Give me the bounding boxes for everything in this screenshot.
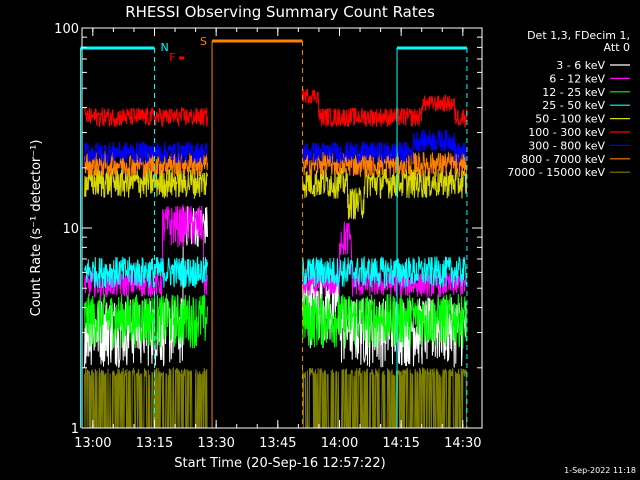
legend-label-7000-15000-kev: 7000 - 15000 keV [507, 166, 605, 179]
night-marker-label: N [160, 41, 168, 54]
plot-area: N S F [79, 35, 468, 429]
series-line-100-300-kev-part2 [302, 88, 467, 128]
series-line-7000-15000-kev-part2 [302, 366, 467, 429]
x-tick-label-1430: 14:30 [444, 436, 481, 451]
legend-label-50-100-kev: 50 - 100 keV [535, 113, 605, 126]
series-line-50-100-kev-part2 [302, 167, 467, 221]
legend-label-300-800-kev: 300 - 800 keV [528, 139, 605, 152]
plot-frame [81, 27, 483, 429]
series-line-7000-15000-kev [84, 366, 208, 429]
y-axis: 1 10 100 [54, 22, 482, 437]
series-line-300-800-kev-part2 [302, 128, 467, 164]
y-tick-label-10: 10 [62, 222, 79, 237]
series-line-25-50-kev-part2 [302, 255, 467, 289]
legend-label-100-300-kev: 100 - 300 keV [528, 126, 605, 139]
x-tick-label-1300: 13:00 [74, 436, 111, 451]
legend-header-line2: Att 0 [604, 41, 630, 54]
timestamp: 1-Sep-2022 11:18 [564, 466, 636, 475]
y-tick-label-100: 100 [54, 22, 79, 37]
x-tick-label-1400: 14:00 [321, 436, 358, 451]
legend-label-800-7000-kev: 800 - 7000 keV [521, 153, 605, 166]
x-tick-label-1315: 13:15 [136, 436, 173, 451]
series-line-100-300-kev [84, 106, 208, 128]
chart-title: RHESSI Observing Summary Count Rates [125, 3, 435, 21]
y-tick-label-1: 1 [71, 422, 79, 437]
series-line-300-800-kev [84, 141, 208, 164]
x-tick-label-1330: 13:30 [197, 436, 234, 451]
series-line-50-100-kev [84, 167, 208, 199]
y-axis-label: Count Rate (s⁻¹ detector⁻¹) [29, 140, 44, 317]
series-line-25-50-kev [84, 256, 208, 289]
legend-label-12-25-kev: 12 - 25 keV [542, 86, 605, 99]
x-tick-label-1345: 13:45 [259, 436, 296, 451]
legend-header-line1: Det 1,3, FDecim 1, [527, 29, 630, 42]
saa-marker-label: S [200, 35, 207, 48]
x-axis: 13:00 13:15 13:30 13:45 14:00 14:15 14:30 [74, 28, 482, 451]
series-line-800-7000-kev-part2 [302, 150, 467, 179]
x-tick-label-1415: 14:15 [382, 436, 419, 451]
legend-label-6-12-kev: 6 - 12 keV [549, 72, 605, 85]
flare-marker-label: F [169, 51, 175, 64]
legend-label-25-50-kev: 25 - 50 keV [542, 99, 605, 112]
series-line-12-25-kev-part2 [302, 293, 467, 349]
legend-label-3-6-kev: 3 - 6 keV [556, 59, 605, 72]
x-axis-label: Start Time (20-Sep-16 12:57:22) [174, 456, 385, 471]
series-line-12-25-kev [84, 293, 208, 349]
